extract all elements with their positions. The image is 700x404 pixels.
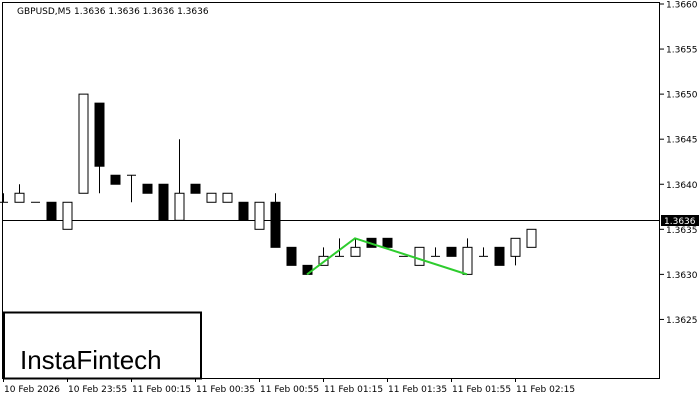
candle xyxy=(510,237,521,266)
y-axis: 1.36601.36551.36501.36451.36401.36351.36… xyxy=(660,1,698,326)
candle-body xyxy=(158,183,169,221)
candle-body xyxy=(46,201,57,221)
candle-body xyxy=(526,228,537,248)
candle xyxy=(462,238,473,275)
candle-body xyxy=(62,201,73,230)
candle xyxy=(414,246,425,266)
candle xyxy=(78,93,89,194)
pattern-line xyxy=(306,237,468,276)
candle xyxy=(110,174,121,185)
symbol-header: GBPUSD,M5 1.3636 1.3636 1.3636 1.3636 xyxy=(17,7,209,17)
x-tick-label: 11 Feb 00:55 xyxy=(260,385,319,395)
logo-text: InstaFintech xyxy=(20,345,162,375)
candle xyxy=(142,183,153,194)
candle-body xyxy=(78,93,89,194)
candle xyxy=(62,201,73,230)
candle-body xyxy=(510,237,521,257)
x-axis: 10 Feb 2026 10 Feb 23:55 11 Feb 00:15 11 Fe… xyxy=(3,378,575,395)
y-tick-label: 1.3645 xyxy=(666,136,698,146)
candle xyxy=(190,183,201,194)
candle xyxy=(254,201,265,230)
candle xyxy=(526,228,537,248)
candle xyxy=(479,247,488,257)
candle-body xyxy=(414,246,425,266)
candle xyxy=(222,192,233,203)
y-tick-label: 1.3635 xyxy=(666,226,698,236)
logo: InstaFintech xyxy=(3,311,202,380)
y-tick-label: 1.3655 xyxy=(666,46,698,56)
y-tick-label: 1.3640 xyxy=(666,181,698,191)
candle xyxy=(335,238,344,257)
candle-body xyxy=(190,183,201,194)
x-tick-label: 10 Feb 23:55 xyxy=(68,385,127,395)
candle-body xyxy=(270,201,281,248)
candle-body xyxy=(382,237,393,248)
candle xyxy=(94,102,105,194)
candle-body xyxy=(206,192,217,203)
candle-body xyxy=(94,102,105,167)
x-tick-label: 11 Feb 01:55 xyxy=(452,385,511,395)
candle xyxy=(431,247,440,257)
y-tick-label: 1.3650 xyxy=(666,91,698,101)
x-tick-label: 11 Feb 00:35 xyxy=(196,385,255,395)
y-tick-label: 1.3660 xyxy=(666,1,698,11)
candle-body xyxy=(494,246,505,266)
candle xyxy=(174,139,185,221)
candle-body xyxy=(14,192,25,203)
candle-body xyxy=(446,246,457,257)
candle xyxy=(206,192,217,203)
candle-body xyxy=(142,183,153,194)
candle xyxy=(14,184,25,203)
candle xyxy=(127,174,136,203)
current-price-label: 1.3636 xyxy=(664,217,696,227)
x-tick-label: 11 Feb 01:15 xyxy=(324,385,383,395)
candle xyxy=(494,246,505,266)
candle xyxy=(350,238,361,257)
candle-body xyxy=(254,201,265,230)
candle-body xyxy=(222,192,233,203)
candle xyxy=(286,246,297,266)
candle-body xyxy=(110,174,121,185)
candle-body xyxy=(350,246,361,257)
candle xyxy=(0,193,8,203)
candle-body xyxy=(238,201,249,221)
candle-body xyxy=(286,246,297,266)
candle xyxy=(270,193,281,248)
candle xyxy=(46,201,57,221)
candle xyxy=(382,237,393,248)
x-tick-label: 10 Feb 2026 xyxy=(4,385,60,395)
x-tick-label: 11 Feb 01:35 xyxy=(388,385,447,395)
candle xyxy=(446,246,457,257)
x-tick-label: 11 Feb 00:15 xyxy=(132,385,191,395)
y-tick-label: 1.3630 xyxy=(666,271,698,281)
x-tick-label: 11 Feb 02:15 xyxy=(516,385,575,395)
candle xyxy=(158,183,169,221)
current-price-tag: 1.3636 xyxy=(661,215,699,227)
y-tick-label: 1.3625 xyxy=(666,316,698,326)
candle-body xyxy=(174,192,185,221)
candle-body xyxy=(462,246,473,275)
candle xyxy=(238,201,249,221)
